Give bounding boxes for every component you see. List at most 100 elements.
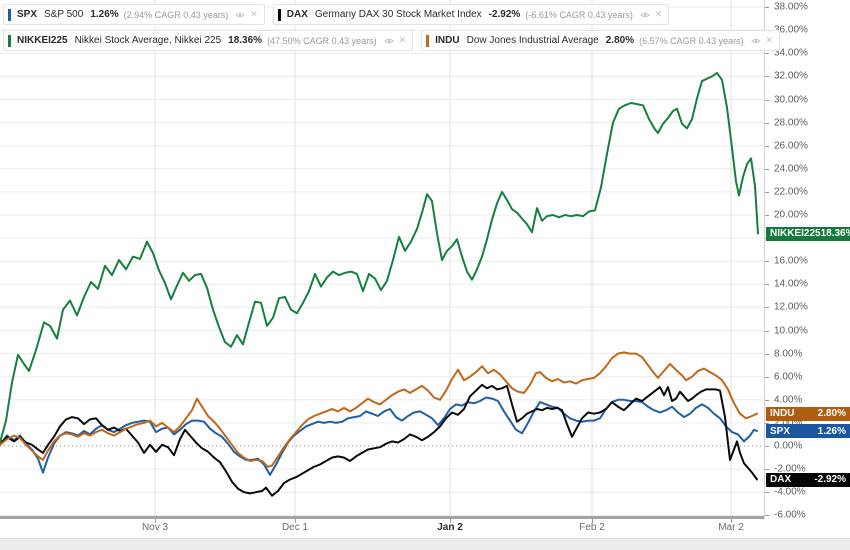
y-axis-label: -4.00%	[774, 486, 806, 498]
close-icon[interactable]: ✕	[250, 9, 258, 19]
y-axis-tick	[765, 307, 769, 309]
series-name: Germany DAX 30 Stock Market Index	[314, 9, 482, 20]
x-axis-tick	[592, 519, 593, 523]
series-name: Nikkei Stock Average, Nikkei 225	[74, 35, 222, 46]
series-cagr: (2.94% CAGR 0.43 years)	[123, 9, 229, 20]
close-icon[interactable]: ✕	[398, 35, 407, 45]
y-axis-tick	[765, 422, 769, 424]
x-axis-label: Nov 3	[141, 522, 169, 533]
series-line-spx	[0, 396, 758, 476]
series-color-bar	[8, 34, 11, 47]
close-icon[interactable]: ✕	[654, 9, 663, 19]
y-axis-tick	[765, 7, 769, 9]
y-axis-tick	[765, 399, 769, 401]
x-axis-tick	[731, 519, 732, 523]
series-cagr: (47.50% CAGR 0.43 years)	[267, 35, 377, 46]
series-symbol: NIKKEI225	[17, 35, 68, 46]
y-axis-label: 34.00%	[774, 47, 808, 59]
time-axis[interactable]: Nov 3 Dec 1 Jan 2 Feb 2 Mar 2	[0, 519, 850, 538]
eye-icon[interactable]	[235, 11, 245, 19]
series-cagr: (-6.61% CAGR 0.43 years)	[525, 9, 633, 20]
eye-icon[interactable]	[383, 37, 394, 45]
eye-icon[interactable]	[750, 37, 761, 45]
series-symbol: DAX	[286, 9, 308, 20]
y-axis-label: 16.00%	[774, 255, 808, 267]
close-icon[interactable]: ✕	[765, 35, 774, 45]
y-axis-tick	[765, 168, 769, 170]
series-symbol: SPX	[17, 9, 38, 20]
y-axis-tick	[765, 261, 769, 263]
legend-item-nikkei225[interactable]: NIKKEI225 Nikkei Stock Average, Nikkei 2…	[3, 30, 414, 51]
y-axis-label: 12.00%	[774, 301, 808, 313]
y-axis-label: -6.00%	[774, 509, 806, 521]
y-axis-tick	[765, 99, 769, 101]
badge-value: 1.26%	[817, 425, 846, 437]
x-axis-label: Feb 2	[579, 522, 605, 533]
series-change: 1.26%	[90, 9, 119, 20]
axis-badge-spx: SPX 1.26%	[766, 424, 850, 439]
y-axis-tick	[765, 215, 769, 216]
series-name: Dow Jones Industrial Average	[466, 35, 599, 46]
series-change: -2.92%	[488, 9, 521, 20]
value-axis[interactable]: 38.00% 36.00% 34.00% 32.00% 30.00% 28.00% 26.0…	[764, 0, 850, 521]
y-axis-label: 38.00%	[774, 1, 808, 13]
y-axis-tick	[765, 76, 769, 78]
y-axis-label: 10.00%	[774, 325, 808, 336]
x-axis-tick	[295, 519, 296, 523]
y-axis-tick	[765, 353, 769, 355]
legend-item-spx[interactable]: SPX S&P 500 1.26% (2.94% CAGR 0.43 years…	[3, 4, 265, 25]
series-line-indu	[0, 351, 758, 468]
y-axis-tick	[765, 53, 769, 55]
series-name: S&P 500	[44, 9, 84, 20]
x-axis-label: Mar 2	[718, 522, 744, 533]
y-axis-tick	[765, 330, 769, 332]
series-line-nikkei225	[0, 71, 759, 444]
y-axis-label: 6.00%	[774, 371, 803, 383]
axis-badge-indu: INDU 2.80%	[766, 406, 850, 421]
y-axis-label: 8.00%	[774, 348, 803, 360]
x-axis-tick	[155, 519, 156, 523]
y-axis-label: 4.00%	[774, 394, 803, 406]
legend-row-1: SPX S&P 500 1.26% (2.94% CAGR 0.43 years…	[3, 4, 763, 25]
legend-row-2: NIKKEI225 Nikkei Stock Average, Nikkei 2…	[3, 30, 781, 51]
series-change: 18.36%	[228, 35, 263, 46]
y-axis-tick	[765, 469, 769, 471]
y-axis-tick	[765, 145, 769, 147]
legend-item-indu[interactable]: INDU Dow Jones Industrial Average 2.80% …	[421, 30, 781, 51]
y-axis-tick	[765, 446, 769, 447]
series-color-bar	[8, 8, 11, 21]
y-axis-tick	[765, 376, 769, 378]
y-axis-tick	[765, 191, 769, 193]
y-axis-tick	[765, 284, 769, 286]
chart-plot-area[interactable]	[0, 0, 764, 519]
legend-item-dax[interactable]: DAX Germany DAX 30 Stock Market Index -2…	[272, 4, 670, 25]
y-axis-label: 2.00%	[774, 417, 803, 429]
series-line-dax	[0, 383, 758, 497]
series-color-bar	[277, 8, 281, 21]
x-axis-tick	[450, 519, 451, 523]
series-color-bar	[426, 34, 430, 47]
badge-symbol: NIKKEI225	[770, 228, 821, 240]
y-axis-label: 32.00%	[774, 70, 808, 82]
badge-symbol: SPX	[770, 425, 791, 437]
y-axis-tick	[765, 515, 769, 517]
y-axis-label: 26.00%	[774, 140, 808, 152]
x-axis-line	[0, 516, 764, 519]
chart-legend: SPX S&P 500 1.26% (2.94% CAGR 0.43 years…	[3, 4, 781, 56]
y-axis-label: 22.00%	[774, 186, 808, 198]
badge-value: 18.36%	[820, 228, 850, 240]
badge-symbol: DAX	[770, 474, 792, 486]
series-cagr: (6.57% CAGR 0.43 years)	[639, 35, 744, 46]
eye-icon[interactable]	[640, 11, 650, 19]
series-symbol: INDU	[435, 35, 460, 46]
y-axis-label: 30.00%	[774, 94, 808, 105]
axis-badge-dax: DAX -2.92%	[766, 472, 850, 487]
badge-symbol: INDU	[770, 408, 795, 420]
y-axis-label: -2.00%	[774, 463, 806, 475]
y-axis-label: 36.00%	[774, 24, 808, 36]
bottom-scrollbar-track	[0, 538, 850, 550]
y-axis-tick	[765, 492, 769, 494]
y-axis-label: 24.00%	[774, 163, 808, 175]
